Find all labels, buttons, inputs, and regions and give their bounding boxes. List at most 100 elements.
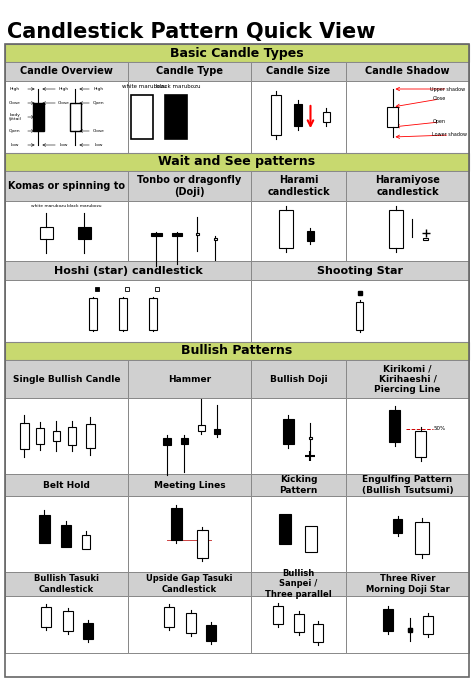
Bar [128, 572, 251, 596]
Bar [119, 298, 127, 330]
Bar [251, 81, 346, 153]
Bar [196, 233, 199, 235]
Text: Bullish
Sanpei /
Three parallel: Bullish Sanpei / Three parallel [265, 569, 332, 599]
Bar [346, 201, 469, 261]
Text: Candlestick Pattern Quick View: Candlestick Pattern Quick View [7, 22, 375, 42]
Bar [86, 424, 95, 448]
Bar [251, 360, 346, 398]
Bar [198, 425, 205, 431]
Text: Candle Type: Candle Type [156, 67, 223, 76]
Bar [346, 398, 469, 474]
Bar [422, 616, 432, 633]
Text: Haramiyose
candlestick: Haramiyose candlestick [375, 175, 440, 197]
Text: Kirikomi /
Kirihaeshi /
Piercing Line: Kirikomi / Kirihaeshi / Piercing Line [374, 364, 441, 394]
Bar [151, 232, 162, 236]
Bar [283, 419, 294, 443]
Bar [197, 530, 208, 558]
Bar [280, 210, 293, 248]
Text: Lower shadow: Lower shadow [432, 133, 467, 138]
Bar [39, 515, 50, 543]
Text: Harami
candlestick: Harami candlestick [267, 175, 330, 197]
Text: 50%: 50% [433, 426, 446, 432]
Bar [5, 261, 251, 280]
Bar [323, 112, 330, 122]
Bar [42, 607, 52, 627]
Text: Hammer: Hammer [168, 375, 211, 383]
Text: Single Bullish Candle: Single Bullish Candle [13, 375, 120, 383]
Bar [251, 398, 346, 474]
Bar [53, 431, 60, 441]
Bar [181, 438, 188, 444]
Bar [128, 201, 251, 261]
Bar [423, 238, 428, 240]
Bar [415, 522, 428, 554]
Bar [83, 622, 93, 639]
Bar [346, 496, 469, 572]
Text: black marubozu: black marubozu [156, 84, 200, 89]
Text: Open: Open [93, 101, 105, 105]
Text: Candle Shadow: Candle Shadow [365, 67, 450, 76]
Bar [82, 535, 91, 549]
Bar [346, 572, 469, 596]
Text: High: High [94, 87, 104, 91]
Bar [5, 360, 128, 398]
Text: Three River
Morning Doji Star: Three River Morning Doji Star [365, 574, 449, 594]
Text: Low: Low [95, 143, 103, 147]
Bar [214, 238, 217, 240]
Bar [78, 227, 91, 239]
Text: Low: Low [11, 143, 19, 147]
Bar [5, 342, 469, 360]
Bar [294, 104, 302, 126]
Bar [389, 210, 402, 248]
Bar [171, 508, 182, 540]
Bar [393, 519, 402, 533]
Text: Candle Overview: Candle Overview [20, 67, 113, 76]
Bar [70, 103, 81, 131]
Bar [164, 437, 172, 445]
Bar [68, 427, 76, 445]
Bar [20, 423, 29, 449]
Bar [251, 62, 346, 81]
Bar [415, 431, 426, 457]
Bar [346, 474, 469, 496]
Bar [251, 171, 346, 201]
Bar [128, 62, 251, 81]
Bar [383, 609, 392, 631]
Bar [346, 596, 469, 653]
Text: Wait and See patterns: Wait and See patterns [158, 155, 316, 168]
Bar [214, 428, 220, 434]
Text: Close: Close [93, 129, 105, 133]
Text: Bullish Doji: Bullish Doji [270, 375, 327, 383]
Text: High: High [10, 87, 20, 91]
Bar [346, 62, 469, 81]
Bar [408, 628, 411, 631]
Bar [389, 410, 400, 442]
Bar [62, 525, 72, 547]
Text: Upside Gap Tasuki
Candlestick: Upside Gap Tasuki Candlestick [146, 574, 233, 594]
Bar [128, 596, 251, 653]
Text: Upper shadow: Upper shadow [430, 86, 465, 91]
Bar [251, 572, 346, 596]
Text: Open: Open [9, 129, 21, 133]
Text: Hoshi (star) candlestick: Hoshi (star) candlestick [54, 266, 202, 276]
Bar [5, 44, 469, 62]
Bar [5, 596, 128, 653]
Bar [346, 81, 469, 153]
Bar [5, 474, 128, 496]
Bar [165, 95, 187, 139]
Bar [5, 201, 128, 261]
Bar [251, 496, 346, 572]
Bar [5, 62, 128, 81]
Bar [356, 302, 364, 330]
Bar [294, 614, 304, 631]
Text: body
(jittai): body (jittai) [9, 112, 22, 121]
Bar [186, 612, 196, 633]
Bar [307, 231, 314, 241]
Text: Close: Close [433, 97, 446, 101]
Bar [128, 398, 251, 474]
Text: white marubozu: white marubozu [122, 84, 166, 89]
Bar [64, 610, 73, 631]
Bar [149, 298, 157, 330]
Bar [387, 107, 398, 127]
Bar [128, 81, 251, 153]
